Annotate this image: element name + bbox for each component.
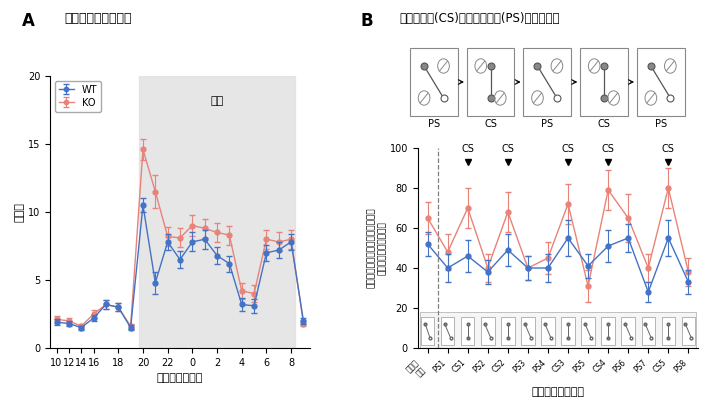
FancyBboxPatch shape	[580, 48, 628, 116]
FancyBboxPatch shape	[521, 317, 535, 345]
FancyBboxPatch shape	[541, 317, 554, 345]
Text: A: A	[22, 12, 35, 30]
FancyBboxPatch shape	[662, 317, 675, 345]
FancyBboxPatch shape	[410, 48, 458, 116]
Text: CS: CS	[602, 144, 615, 154]
Text: 完全シフト(CS)と部分シフト(PS)課題の交替: 完全シフト(CS)と部分シフト(PS)課題の交替	[400, 12, 560, 25]
FancyBboxPatch shape	[481, 317, 495, 345]
FancyBboxPatch shape	[421, 317, 434, 345]
Bar	[420, 312, 696, 348]
Text: CS: CS	[484, 119, 497, 129]
Text: CS: CS	[662, 144, 675, 154]
Text: CS: CS	[501, 144, 514, 154]
FancyBboxPatch shape	[682, 317, 695, 345]
Bar	[139, 76, 294, 348]
Text: CS: CS	[562, 144, 575, 154]
FancyBboxPatch shape	[642, 317, 655, 345]
FancyBboxPatch shape	[562, 317, 575, 345]
Text: B: B	[360, 12, 373, 30]
FancyBboxPatch shape	[467, 48, 515, 116]
Legend: WT, KO: WT, KO	[55, 81, 101, 112]
FancyBboxPatch shape	[636, 48, 685, 116]
FancyBboxPatch shape	[523, 48, 571, 116]
Text: PS: PS	[654, 119, 667, 129]
Y-axis label: 活動量: 活動量	[14, 202, 24, 222]
Text: 活動量の日内リズム: 活動量の日内リズム	[65, 12, 132, 25]
FancyBboxPatch shape	[441, 317, 454, 345]
X-axis label: 一日の中の時刻: 一日の中の時刻	[157, 373, 203, 383]
Text: 暗期: 暗期	[210, 96, 224, 106]
Text: PS: PS	[428, 119, 440, 129]
Y-axis label: 報酬がもらえるまで学習するのに
要した試行錯誤の回数: 報酬がもらえるまで学習するのに 要した試行錯誤の回数	[367, 208, 387, 288]
FancyBboxPatch shape	[581, 317, 595, 345]
Text: CS: CS	[598, 119, 611, 129]
Text: PS: PS	[541, 119, 553, 129]
X-axis label: 学習課題パターン: 学習課題パターン	[531, 387, 585, 397]
FancyBboxPatch shape	[461, 317, 474, 345]
Text: CS: CS	[462, 144, 474, 154]
FancyBboxPatch shape	[601, 317, 615, 345]
FancyBboxPatch shape	[621, 317, 635, 345]
FancyBboxPatch shape	[501, 317, 515, 345]
